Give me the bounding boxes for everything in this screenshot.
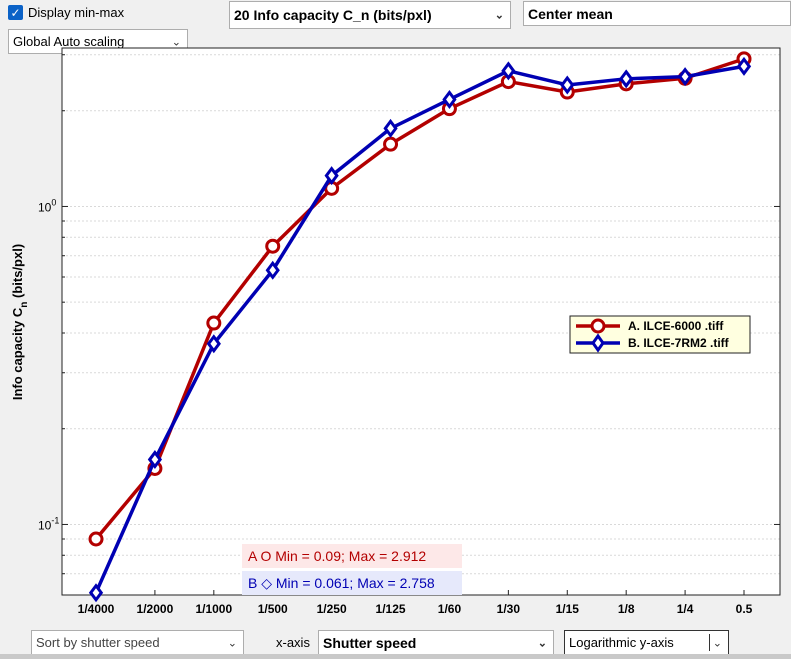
sort-select-value: Sort by shutter speed [36, 635, 160, 650]
xaxis-label: x-axis [276, 635, 310, 650]
sort-select[interactable]: Sort by shutter speed ⌄ [31, 630, 244, 655]
data-point-b [619, 69, 634, 89]
y-tick-label: 10-1 [38, 515, 59, 532]
x-tick-label: 1/125 [376, 602, 406, 616]
y-tick-label: 100 [38, 197, 56, 214]
bottom-border [0, 654, 791, 659]
x-tick-label: 1/250 [317, 602, 347, 616]
chevron-down-icon: ⌄ [712, 637, 722, 649]
x-tick-label: 1/1000 [195, 602, 232, 616]
yaxis-select[interactable]: Logarithmic y-axis ⌄ [564, 630, 729, 655]
check-icon: ✓ [8, 5, 23, 20]
chevron-down-icon: ⌄ [494, 9, 504, 22]
minmax-annotation-a: A O Min = 0.09; Max = 2.912 [248, 548, 426, 564]
data-point-b [383, 118, 398, 138]
data-point-b [736, 56, 752, 76]
legend-marker [590, 318, 606, 334]
metric-select-value: 20 Info capacity C_n (bits/pxl) [234, 7, 432, 23]
xaxis-select[interactable]: Shutter speed ⌄ [318, 630, 554, 655]
region-field-value: Center mean [528, 5, 613, 22]
annotation-bg [242, 571, 462, 595]
x-tick-label: 1/30 [497, 602, 521, 616]
x-tick-label: 1/500 [258, 602, 288, 616]
chevron-down-icon: ⌄ [171, 36, 181, 48]
data-point-b [501, 61, 516, 81]
data-point-b [88, 583, 104, 603]
x-tick-label: 1/8 [618, 602, 635, 616]
x-tick-label: 1/60 [438, 602, 462, 616]
minmax-annotation-b: B ◇ Min = 0.061; Max = 2.758 [248, 575, 435, 591]
annotation-bg [242, 544, 462, 568]
legend-marker [591, 333, 605, 353]
yaxis-select-value: Logarithmic y-axis [569, 635, 674, 650]
x-tick-label: 1/15 [556, 602, 580, 616]
data-point-a [383, 136, 399, 152]
series-line-a [94, 57, 745, 541]
data-point-a [206, 315, 222, 331]
x-tick-label: 1/2000 [137, 602, 174, 616]
data-point-b [560, 75, 575, 95]
data-point-b [324, 166, 339, 186]
legend: A. ILCE-6000 .tiff B. ILCE-7RM2 .tiff [569, 315, 751, 354]
legend-label: B. ILCE-7RM2 .tiff [628, 336, 730, 350]
data-point-b [442, 89, 457, 109]
x-tick-label: 1/4000 [78, 602, 115, 616]
x-tick-label: 0.5 [736, 602, 753, 616]
scaling-select-value: Global Auto scaling [13, 34, 125, 49]
xaxis-select-value: Shutter speed [323, 634, 417, 651]
display-minmax-checkbox[interactable]: ✓ Display min-max [8, 5, 124, 20]
chevron-down-icon: ⌄ [537, 637, 547, 649]
data-point-b [265, 260, 280, 280]
chevron-down-icon: ⌄ [227, 637, 237, 649]
display-minmax-label: Display min-max [28, 5, 125, 20]
data-point-b [206, 334, 221, 354]
data-point-b [147, 450, 163, 470]
x-tick-label: 1/4 [677, 602, 694, 616]
data-point-b [677, 67, 693, 87]
region-field[interactable]: Center mean [523, 1, 791, 26]
series-line-b [94, 64, 745, 594]
data-point-a [88, 531, 104, 547]
data-point-a [265, 238, 281, 254]
y-axis-label: Info capacity Cn (bits/pxl) [10, 244, 30, 400]
metric-select[interactable]: 20 Info capacity C_n (bits/pxl) ⌄ [229, 1, 511, 29]
legend-label: A. ILCE-6000 .tiff [628, 319, 724, 333]
